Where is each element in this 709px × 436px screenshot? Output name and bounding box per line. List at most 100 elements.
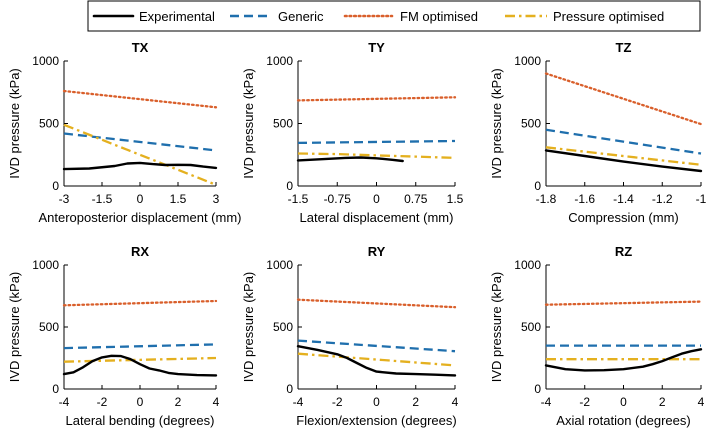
x-axis-label: Axial rotation (degrees): [556, 413, 690, 428]
series-line-pressure-optimised: [297, 152, 456, 160]
panel-title: TZ: [616, 40, 632, 55]
x-tick-label: -1.6: [574, 192, 595, 206]
y-tick-label: 0: [286, 382, 293, 396]
x-tick-label: 2: [175, 395, 182, 409]
x-tick-label: -1.2: [652, 192, 673, 206]
y-tick-label: 1000: [32, 258, 59, 272]
legend-label: Experimental: [139, 9, 215, 24]
x-tick-label: -4: [293, 395, 304, 409]
x-axis-label: Lateral bending (degrees): [66, 413, 215, 428]
x-axis-label: Compression (mm): [568, 210, 679, 225]
series-line-fm-optimised: [544, 300, 703, 306]
x-tick-label: -2: [97, 395, 108, 409]
y-tick-label: 500: [39, 117, 59, 131]
x-tick-label: 0: [137, 192, 144, 206]
panel-ry: RY 0 500 1000 -4 -2 0 2 4 Flexion/extension (degr…: [241, 244, 459, 428]
series-line-experimental: [296, 156, 404, 163]
series-line-fm-optimised: [544, 72, 703, 126]
panel-ty: TY 0 500 1000 -1.5 -0.75 0 0.75 1.5 Lateral displ…: [241, 40, 464, 225]
x-tick-label: -2: [332, 395, 343, 409]
x-tick-label: 3: [213, 192, 220, 206]
x-tick-label: -4: [541, 395, 552, 409]
series-line-pressure-optimised: [63, 356, 217, 363]
x-tick-label: -2: [579, 395, 590, 409]
legend-box: [87, 0, 701, 32]
x-tick-label: 1.5: [447, 192, 464, 206]
x-tick-label: 0: [373, 395, 380, 409]
y-axis-label: IVD pressure (kPa): [489, 68, 504, 179]
x-tick-label: 4: [213, 395, 220, 409]
y-tick-label: 500: [273, 117, 293, 131]
panel-rx: RX 0 500 1000 -4 -2 0 2 4 Lateral bending (degree…: [7, 244, 220, 428]
series-line-experimental: [62, 161, 218, 171]
x-axis-label: Flexion/extension (degrees): [296, 413, 456, 428]
panel-title: RX: [131, 244, 149, 259]
x-tick-label: -1.8: [536, 192, 557, 206]
series-line-generic: [297, 139, 456, 145]
y-tick-label: 0: [534, 179, 541, 193]
panel-tz: TZ 0 500 1000 -1.8 -1.6 -1.4 -1.2 -1 Compression …: [489, 40, 707, 225]
y-axis-label: IVD pressure (kPa): [7, 272, 22, 383]
series-line-pressure-optimised: [545, 146, 702, 166]
x-tick-label: 4: [452, 395, 459, 409]
y-tick-label: 500: [39, 320, 59, 334]
x-tick-label: -4: [59, 395, 70, 409]
series-line-fm-optimised: [62, 299, 218, 307]
x-tick-label: 2: [412, 395, 419, 409]
y-tick-label: 1000: [266, 258, 293, 272]
panel-title: RZ: [615, 244, 632, 259]
series-line-generic: [297, 339, 456, 353]
series-line-pressure-optimised: [297, 352, 456, 367]
x-tick-label: 1.5: [170, 192, 187, 206]
series-line-generic: [545, 128, 702, 155]
y-tick-label: 1000: [514, 258, 541, 272]
series-line-pressure-optimised: [63, 123, 217, 186]
y-tick-label: 500: [521, 117, 541, 131]
series-line-experimental: [544, 348, 703, 372]
y-axis-label: IVD pressure (kPa): [241, 68, 256, 179]
y-tick-label: 1000: [266, 54, 293, 68]
x-axis-label: Anteroposterior displacement (mm): [38, 210, 241, 225]
x-tick-label: 0: [620, 395, 627, 409]
series-line-fm-optimised: [296, 96, 457, 102]
x-tick-label: -1.5: [92, 192, 113, 206]
x-tick-label: 2: [659, 395, 666, 409]
x-tick-label: 0: [373, 192, 380, 206]
panel-title: TY: [368, 40, 385, 55]
legend: Experimental Generic FM optimised Pressure …: [87, 0, 701, 32]
panel-tx: TX 0 500 1000 -3 -1.5 0 1.5 3 Anteroposterior dis…: [7, 40, 242, 225]
panel-rz: RZ 0 500 1000 -4 -2 0 2 4 Axial rotation (degrees…: [489, 244, 705, 428]
series-line-fm-optimised: [62, 89, 218, 109]
y-tick-label: 500: [273, 320, 293, 334]
y-tick-label: 500: [521, 320, 541, 334]
y-axis-label: IVD pressure (kPa): [489, 272, 504, 383]
series-line-experimental: [544, 149, 703, 173]
series-line-generic: [63, 132, 217, 152]
x-tick-label: 0.75: [404, 192, 428, 206]
series-line-generic: [63, 343, 217, 350]
legend-label: Pressure optimised: [553, 9, 664, 24]
x-tick-label: 0: [137, 395, 144, 409]
x-tick-label: -0.75: [324, 192, 352, 206]
y-axis-label: IVD pressure (kPa): [7, 68, 22, 179]
x-tick-label: -1.5: [288, 192, 309, 206]
legend-label: FM optimised: [400, 9, 478, 24]
x-axis-label: Lateral displacement (mm): [300, 210, 454, 225]
x-tick-label: -3: [59, 192, 70, 206]
y-axis-label: IVD pressure (kPa): [241, 272, 256, 383]
panel-title: TX: [132, 40, 149, 55]
y-tick-label: 0: [286, 179, 293, 193]
x-tick-label: 4: [698, 395, 705, 409]
y-tick-label: 1000: [514, 54, 541, 68]
y-tick-label: 0: [52, 382, 59, 396]
y-tick-label: 0: [52, 179, 59, 193]
y-tick-label: 0: [534, 382, 541, 396]
panel-title: RY: [368, 244, 386, 259]
series-line-experimental: [62, 354, 218, 377]
series-line-fm-optimised: [296, 298, 457, 309]
legend-label: Generic: [278, 9, 324, 24]
series-line-experimental: [296, 345, 457, 377]
x-tick-label: -1: [696, 192, 707, 206]
